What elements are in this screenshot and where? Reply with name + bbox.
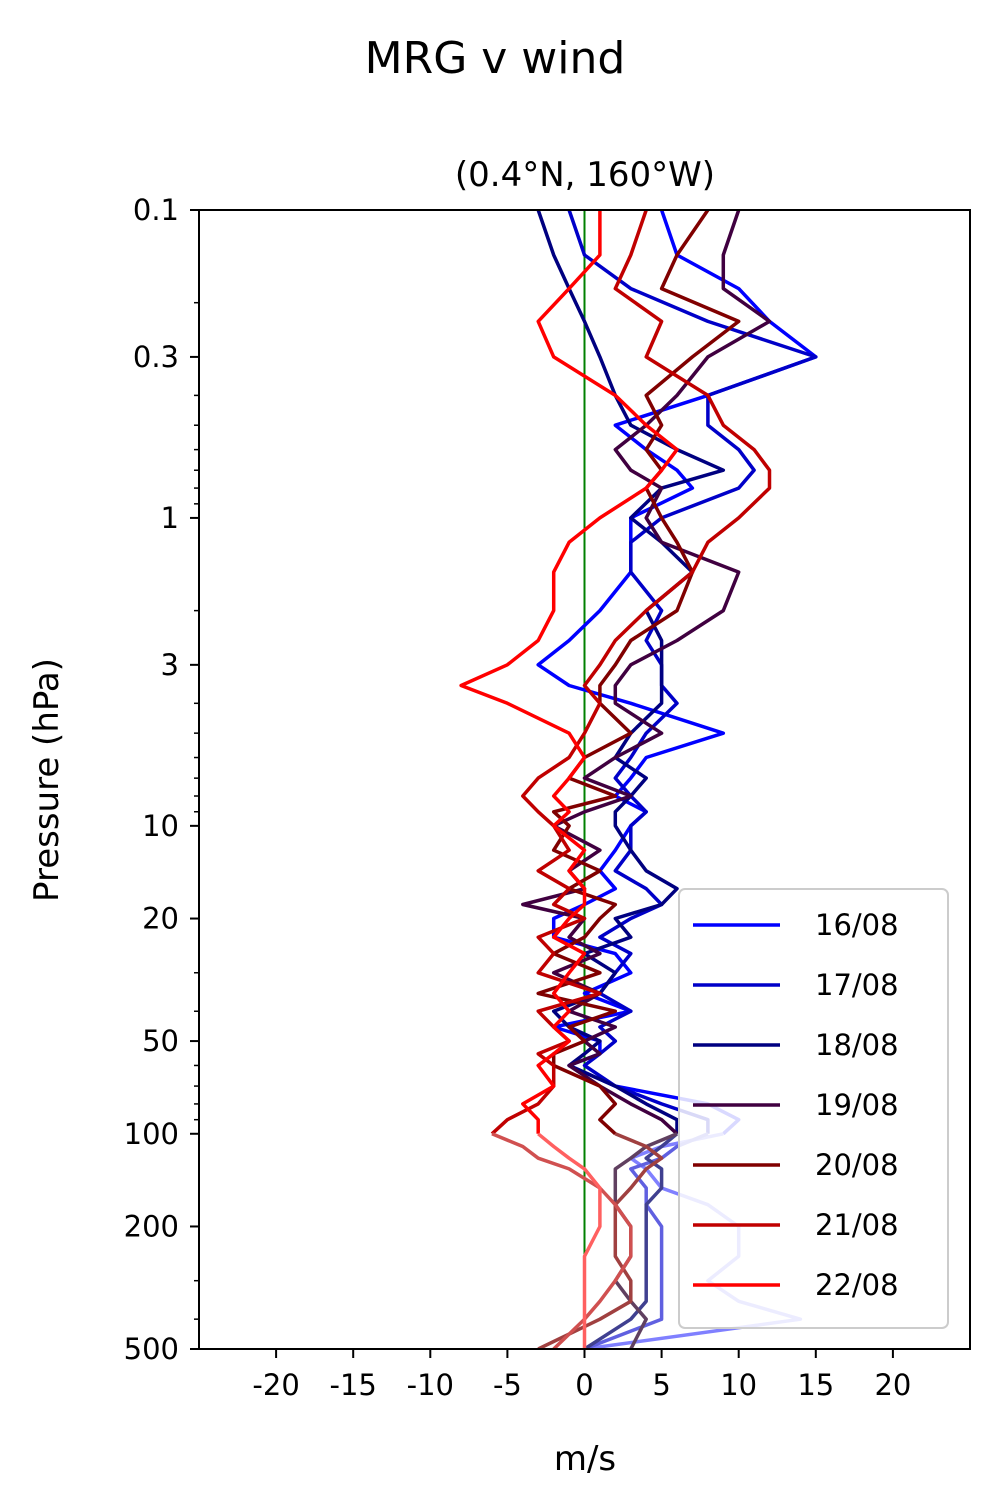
legend-label: 16/08 — [815, 908, 899, 942]
y-tick-label: 0.1 — [133, 193, 179, 227]
y-axis-label: Pressure (hPa) — [27, 658, 67, 902]
y-tick-label: 10 — [142, 809, 179, 843]
y-tick-label: 50 — [142, 1024, 179, 1058]
x-tick-label: 15 — [797, 1368, 834, 1402]
y-tick-label: 500 — [124, 1332, 179, 1366]
x-axis-label: m/s — [554, 1439, 616, 1479]
series-line-19-08 — [521, 210, 772, 1136]
legend-label: 22/08 — [815, 1268, 899, 1302]
series-line-lower-18-08 — [583, 1132, 679, 1349]
x-tick-label: -5 — [493, 1368, 522, 1402]
legend: 16/08 17/08 18/08 19/08 20/08 21/08 22/08 — [678, 888, 949, 1329]
series-line-lower-20-08 — [537, 1132, 664, 1349]
series-line-lower-17-08 — [583, 1132, 709, 1349]
y-tick-label: 3 — [161, 648, 179, 682]
legend-label: 20/08 — [815, 1148, 899, 1182]
legend-box — [678, 888, 949, 1329]
x-tick-label: 0 — [575, 1368, 593, 1402]
series-line-20-08 — [536, 210, 741, 1136]
legend-label: 17/08 — [815, 968, 899, 1002]
x-tick-label: 5 — [652, 1368, 670, 1402]
x-tick-label: -15 — [330, 1368, 377, 1402]
series-line-lower-22-08 — [537, 1132, 602, 1349]
y-tick-label: 100 — [124, 1117, 179, 1151]
series-line-22-08 — [459, 210, 679, 1134]
chart-title: MRG v wind — [365, 33, 626, 84]
y-tick-label: 200 — [124, 1209, 179, 1243]
y-tick-label: 1 — [161, 501, 179, 535]
x-tick-label: -20 — [252, 1368, 299, 1402]
x-tick-label: -10 — [407, 1368, 454, 1402]
legend-label: 19/08 — [815, 1088, 899, 1122]
series-layer — [459, 210, 818, 1349]
plot-frame — [198, 209, 971, 1350]
x-tick-label: 10 — [720, 1368, 757, 1402]
ticks-layer: -20 -15 -10 -5 0 5 10 15 20 0.1 0.3 1 3 10 20 50 100 200 5… — [124, 193, 912, 1402]
x-tick-label: 20 — [874, 1368, 911, 1402]
legend-label: 18/08 — [815, 1028, 899, 1062]
series-line-17-08 — [567, 210, 818, 1134]
series-line-lower-21-08 — [491, 1132, 633, 1349]
y-tick-label: 20 — [142, 902, 179, 936]
chart-subtitle: (0.4°N, 160°W) — [455, 155, 715, 195]
legend-label: 21/08 — [815, 1208, 899, 1242]
y-tick-label: 0.3 — [133, 340, 179, 374]
